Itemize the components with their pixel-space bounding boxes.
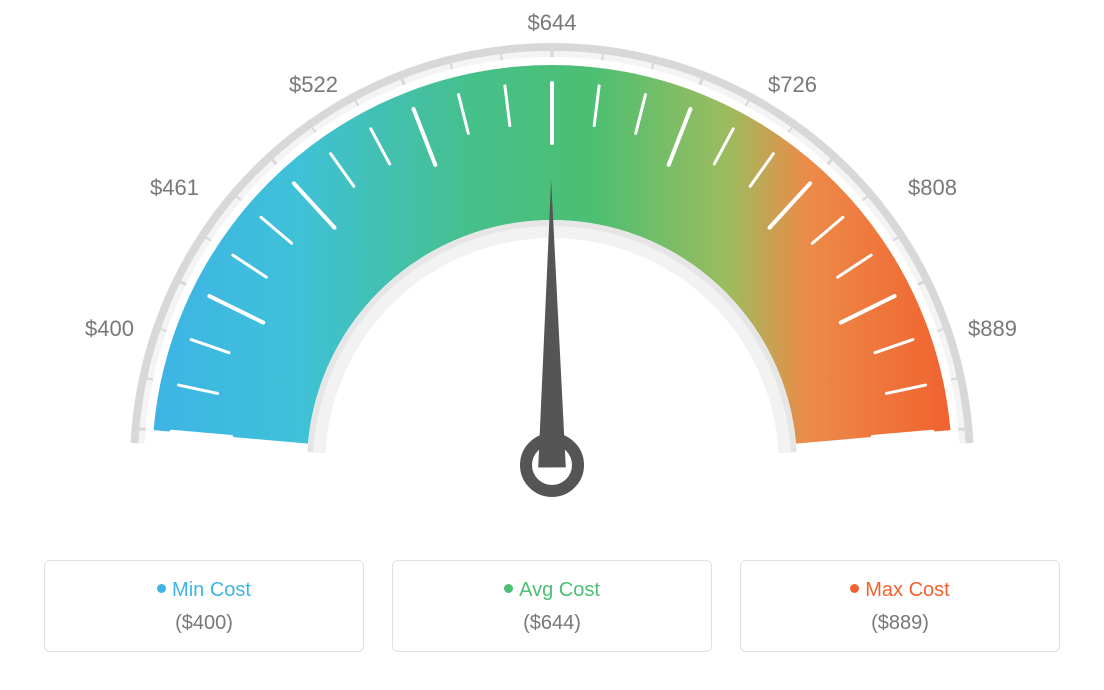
legend-dot-max xyxy=(850,584,859,593)
gauge-tick-label: $522 xyxy=(289,72,338,97)
gauge-tick-label: $726 xyxy=(768,72,817,97)
legend-label-min: Min Cost xyxy=(172,579,251,601)
legend-title-avg: Avg Cost xyxy=(393,579,711,602)
gauge-tick-label: $461 xyxy=(150,175,199,200)
gauge-svg: $400 $461 $522 $644 $726 $808 $889 xyxy=(37,0,1067,560)
legend-dot-min xyxy=(157,584,166,593)
gauge-tick-label: $644 xyxy=(528,10,577,35)
gauge-tick-label: $400 xyxy=(85,316,134,341)
legend-label-avg: Avg Cost xyxy=(519,579,600,601)
gauge-tick-label: $889 xyxy=(968,316,1017,341)
legend-card-max: Max Cost ($889) xyxy=(740,560,1060,652)
legend-card-avg: Avg Cost ($644) xyxy=(392,560,712,652)
legend-label-max: Max Cost xyxy=(865,579,949,601)
legend-row: Min Cost ($400) Avg Cost ($644) Max Cost… xyxy=(0,560,1104,652)
gauge-chart: $400 $461 $522 $644 $726 $808 $889 xyxy=(0,0,1104,560)
legend-title-min: Min Cost xyxy=(45,579,363,602)
legend-title-max: Max Cost xyxy=(741,579,1059,602)
legend-value-min: ($400) xyxy=(45,612,363,635)
legend-card-min: Min Cost ($400) xyxy=(44,560,364,652)
legend-dot-avg xyxy=(504,584,513,593)
legend-value-max: ($889) xyxy=(741,612,1059,635)
gauge-tick-label: $808 xyxy=(908,175,957,200)
legend-value-avg: ($644) xyxy=(393,612,711,635)
